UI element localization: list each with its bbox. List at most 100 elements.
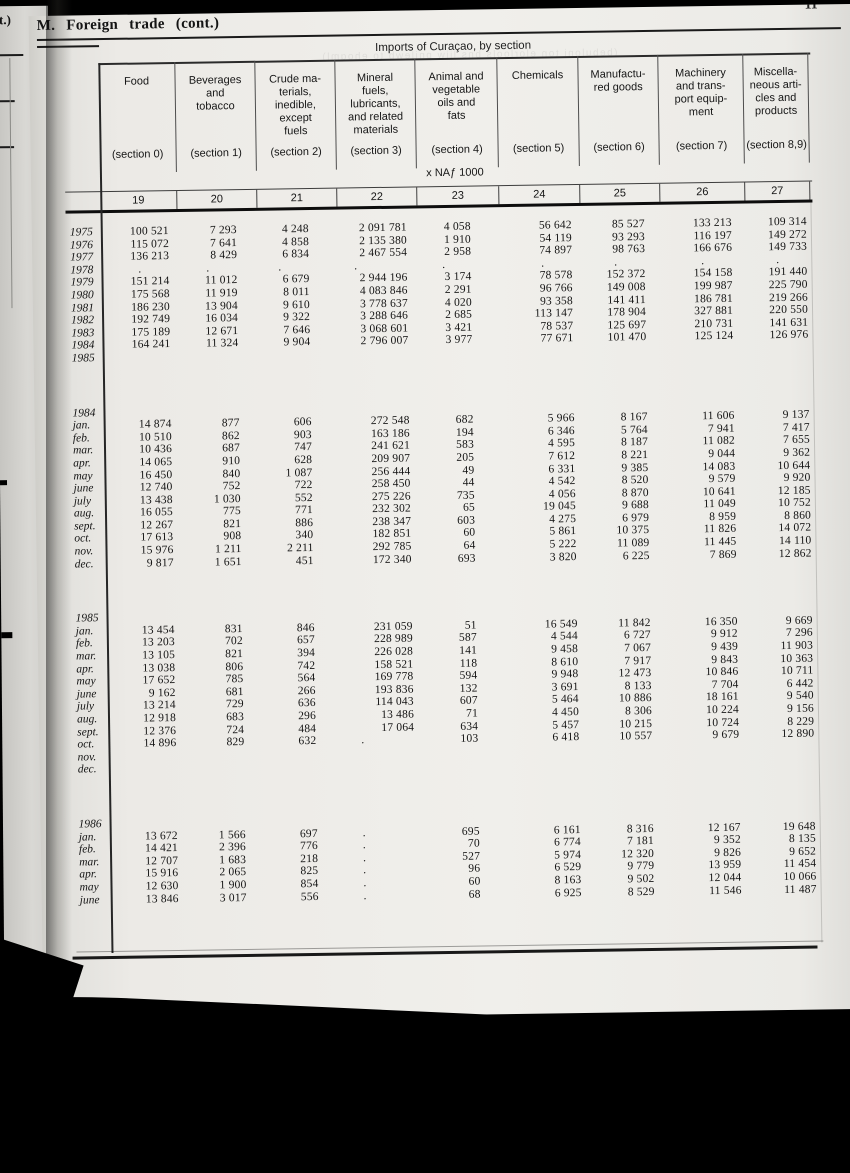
data-cell: 12 473 bbox=[618, 667, 652, 680]
data-cell: 14 110 bbox=[778, 534, 812, 548]
column-header-line: except bbox=[279, 111, 312, 125]
data-cell: 193 836 bbox=[374, 683, 414, 696]
data-cell bbox=[501, 345, 582, 359]
data-cell: 6 834 bbox=[282, 248, 310, 261]
data-cell: 132 bbox=[459, 682, 478, 695]
data-cell: 9 540 bbox=[786, 689, 814, 703]
column-header-name: Machinery and trans-port equip-ment bbox=[674, 67, 728, 120]
data-cell: 11 903 bbox=[780, 639, 814, 653]
data-cell: 54 119 bbox=[539, 231, 573, 245]
page-edge-mark bbox=[0, 54, 24, 57]
row-stub: may bbox=[79, 881, 99, 894]
data-cell: 583 bbox=[456, 438, 475, 452]
column-header: Crude ma-terials, inedible, except fuels (se… bbox=[254, 59, 336, 171]
data-cell: 9 610 bbox=[282, 298, 310, 311]
data-cell: 9 362 bbox=[783, 446, 811, 459]
data-cell: 182 851 bbox=[372, 528, 412, 541]
column-header: Food (section 0) bbox=[98, 62, 176, 173]
data-cell: . bbox=[442, 258, 446, 271]
data-cell: 13 846 bbox=[145, 892, 179, 906]
data-cell: 785 bbox=[225, 673, 244, 686]
header-row: Food (section 0) Beverages and tobacco (secti… bbox=[56, 52, 810, 174]
data-cell: 7 417 bbox=[782, 421, 810, 434]
data-cell: 747 bbox=[294, 441, 313, 454]
data-cell: 877 bbox=[221, 417, 240, 430]
data-cell bbox=[507, 756, 588, 770]
data-cell: 8 860 bbox=[784, 509, 812, 522]
column-header-line: Manufactu- bbox=[590, 68, 646, 81]
data-cell bbox=[344, 746, 424, 760]
data-cell: 9 385 bbox=[621, 461, 649, 474]
data-cell: 862 bbox=[221, 429, 240, 443]
column-header-line: oils and bbox=[437, 96, 476, 110]
data-cell: 11 546 bbox=[709, 884, 742, 897]
column-header-line: fats bbox=[447, 109, 466, 122]
data-cell: 17 064 bbox=[381, 721, 415, 734]
data-cell: 109 314 bbox=[767, 215, 807, 229]
data-cell: 175 189 bbox=[131, 325, 171, 339]
data-cell: 220 550 bbox=[769, 303, 809, 317]
data-cell: 697 bbox=[299, 827, 318, 840]
column-header-name: Miscella-neous arti-cles and products bbox=[749, 66, 802, 119]
data-cell: 14 896 bbox=[143, 737, 177, 750]
data-cell: 175 568 bbox=[130, 288, 170, 301]
data-cell: 6 418 bbox=[552, 731, 580, 744]
data-cell: . bbox=[354, 260, 358, 273]
data-cell: 1 211 bbox=[214, 543, 242, 556]
data-cell: 10 510 bbox=[138, 430, 172, 444]
data-cell: 3 068 601 bbox=[360, 322, 409, 336]
column-header-line: lubricants, bbox=[350, 97, 401, 111]
data-cell: 292 785 bbox=[372, 540, 412, 554]
data-cell: 4 020 bbox=[444, 296, 472, 309]
data-cell: 829 bbox=[226, 736, 245, 749]
data-cell: 3 778 637 bbox=[359, 297, 408, 310]
data-cell: 771 bbox=[295, 504, 314, 517]
data-cell: 228 989 bbox=[374, 632, 413, 646]
data-cell: 98 763 bbox=[612, 243, 646, 256]
data-cell: 8 133 bbox=[624, 679, 652, 693]
book-spine-shadow bbox=[46, 0, 72, 1015]
column-header-line: Chemicals bbox=[511, 69, 564, 82]
data-cell: 8 221 bbox=[621, 448, 649, 462]
data-cell: 219 266 bbox=[768, 291, 808, 304]
column-header-name: Chemicals bbox=[512, 69, 564, 83]
data-cell: 702 bbox=[224, 635, 243, 648]
data-cell: 4 542 bbox=[548, 475, 576, 488]
data-cell: 564 bbox=[297, 672, 316, 685]
column-header-line: products bbox=[754, 104, 798, 118]
data-cell: 7 612 bbox=[548, 449, 576, 463]
data-cell: . bbox=[614, 256, 618, 269]
data-cell: 141 411 bbox=[607, 293, 646, 307]
data-cell: 603 bbox=[457, 514, 476, 527]
data-cell: 258 450 bbox=[371, 477, 411, 491]
data-cell: 8 187 bbox=[621, 436, 649, 449]
column-header-name: Animal and vegetable oils and fats bbox=[428, 70, 484, 123]
row-stub: dec. bbox=[77, 763, 97, 776]
data-cell: 4 450 bbox=[552, 706, 580, 719]
data-cell: 205 bbox=[456, 451, 475, 464]
data-cell bbox=[747, 341, 813, 355]
data-cell: 103 bbox=[460, 732, 479, 746]
data-cell: 9 920 bbox=[783, 471, 811, 485]
column-number: 19 bbox=[132, 194, 145, 207]
data-cell: 903 bbox=[293, 428, 312, 441]
column-header-line: cles and bbox=[755, 91, 797, 105]
data-cell: 10 224 bbox=[706, 703, 740, 717]
data-cell: 11 606 bbox=[702, 409, 735, 423]
data-cell: 10 846 bbox=[705, 665, 739, 679]
data-cell: 8 167 bbox=[620, 411, 648, 424]
data-cell: 241 621 bbox=[371, 439, 411, 453]
data-cell: 68 bbox=[468, 888, 481, 901]
data-cell: 821 bbox=[223, 517, 242, 531]
data-cell: 6 161 bbox=[553, 823, 581, 837]
data-cell: 11 012 bbox=[205, 274, 238, 287]
data-cell: 8 429 bbox=[210, 249, 238, 262]
data-cell: 96 766 bbox=[539, 282, 573, 295]
column-section-label: (section 4) bbox=[431, 143, 483, 157]
data-cell bbox=[108, 750, 184, 764]
data-cell: 7 869 bbox=[709, 548, 737, 561]
data-cell: 12 707 bbox=[145, 854, 179, 868]
data-cell: 9 669 bbox=[785, 614, 813, 627]
data-cell: 141 bbox=[459, 644, 478, 657]
data-cell: 78 537 bbox=[540, 319, 574, 333]
